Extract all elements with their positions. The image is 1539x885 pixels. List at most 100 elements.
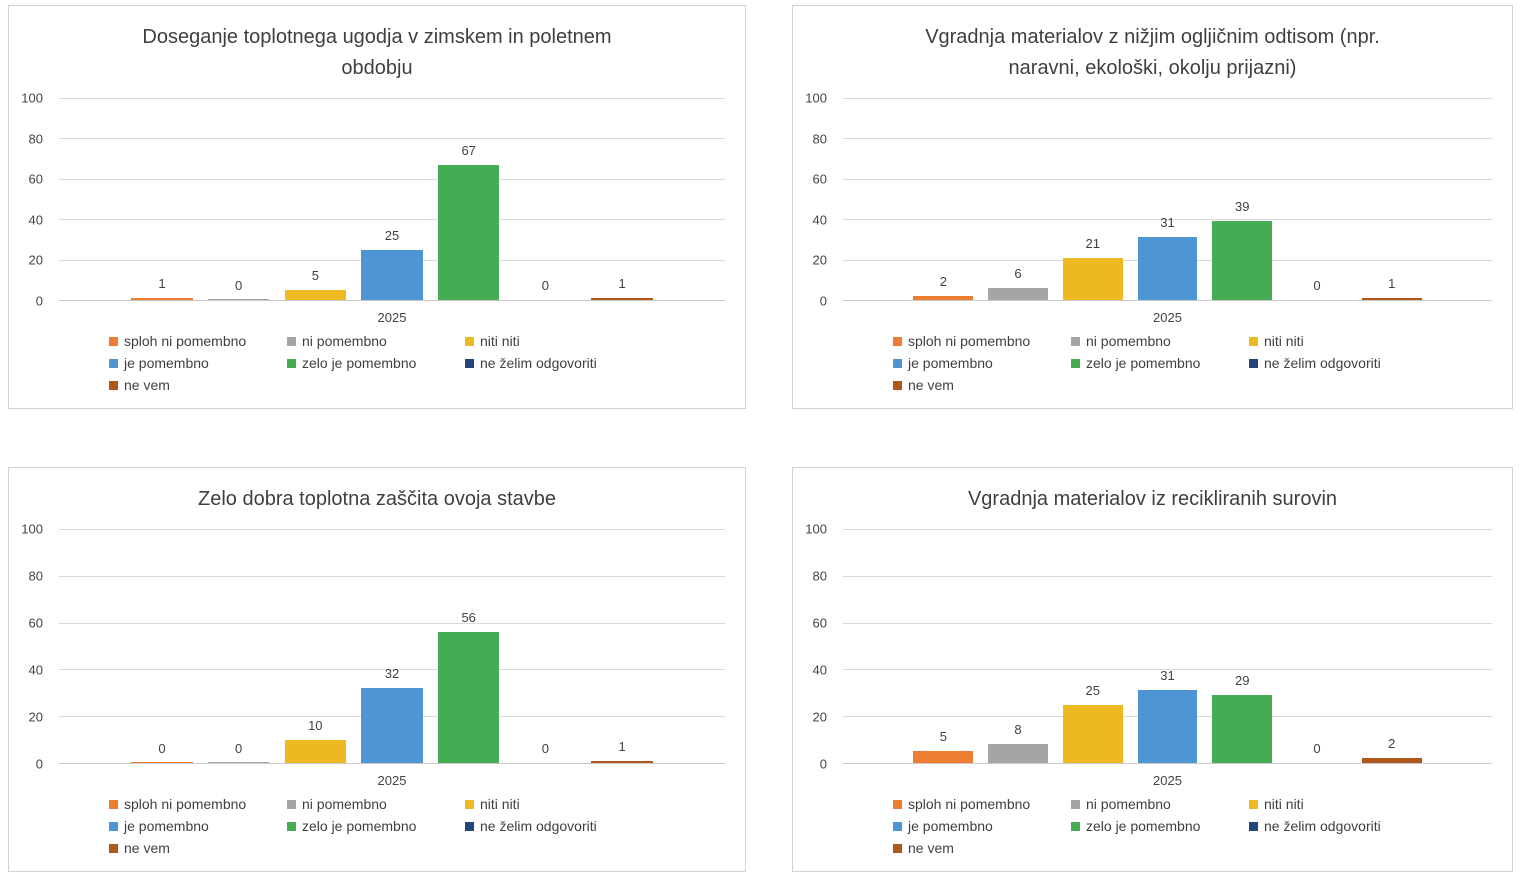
bar-slot: 29 — [1205, 529, 1280, 763]
chart-title-line: Zelo dobra toplotna zaščita ovoja stavbe — [198, 488, 556, 510]
plot-area: 0 20 40 60 80 100 2 6 21 31 39 0 1 — [803, 91, 1492, 309]
legend-swatch-je-pomembno — [109, 359, 118, 368]
chart-title: Zelo dobra toplotna zaščita ovoja stavbe — [9, 484, 745, 515]
legend-label: ni pomembno — [1086, 796, 1171, 812]
gridline — [843, 622, 1492, 624]
bar-group: 5 8 25 31 29 0 2 — [906, 529, 1429, 763]
x-axis-label: 2025 — [377, 772, 407, 788]
chart-title-line: Doseganje toplotnega ugodja v zimskem in… — [142, 26, 612, 48]
legend-swatch-ne-želim-odgovoriti — [465, 359, 474, 368]
legend-label: ne želim odgovoriti — [480, 818, 597, 834]
plot-area: 0 20 40 60 80 100 1 0 5 25 67 0 1 — [19, 91, 725, 309]
bar-slot: 0 — [124, 529, 201, 763]
bar-slot: 56 — [430, 529, 507, 763]
legend-item: ni pomembno — [1071, 796, 1249, 813]
bar-value-label: 0 — [158, 741, 166, 756]
legend-label: ne želim odgovoriti — [480, 355, 597, 371]
legend-swatch-ni-pomembno — [287, 337, 296, 346]
legend-item: je pomembno — [109, 355, 287, 372]
y-tick-label: 20 — [28, 252, 43, 268]
legend-item: niti niti — [465, 796, 735, 813]
bar-value-label: 1 — [158, 275, 166, 291]
bar-value-label: 21 — [1085, 235, 1100, 251]
y-tick-label: 80 — [812, 568, 827, 584]
bar-sploh-ni-pomembno — [913, 751, 974, 763]
y-tick-label: 0 — [819, 293, 827, 309]
y-tick-label: 100 — [805, 521, 827, 537]
bar-je-pomembno — [361, 249, 423, 300]
bar-ni-pomembno — [988, 287, 1048, 300]
bar-slot: 32 — [354, 529, 431, 763]
legend-label: je pomembno — [124, 355, 209, 371]
y-tick-label: 80 — [812, 131, 827, 147]
bar-niti-niti — [1062, 257, 1123, 300]
legend-label: ne vem — [908, 840, 954, 856]
legend-item: sploh ni pomembno — [893, 796, 1071, 813]
gridline — [59, 669, 725, 671]
bar-zelo-je-pomembno — [438, 164, 500, 300]
bar-niti-niti — [284, 739, 346, 763]
bar-slot: 5 — [906, 529, 981, 763]
legend-label: niti niti — [1264, 796, 1304, 812]
bar-group: 2 6 21 31 39 0 1 — [906, 98, 1429, 300]
bar-ne-vem — [1361, 758, 1422, 763]
chart-panel-3: Zelo dobra toplotna zaščita ovoja stavbe… — [8, 467, 746, 872]
legend-label: zelo je pomembno — [1086, 818, 1201, 834]
legend-swatch-niti-niti — [465, 800, 474, 809]
legend-swatch-sploh-ni-pomembno — [109, 337, 118, 346]
legend-label: niti niti — [480, 333, 520, 349]
plot: 0 0 10 32 56 0 1 — [59, 529, 725, 764]
gridline — [59, 219, 725, 221]
legend-label: ne vem — [124, 377, 170, 393]
bar-value-label: 1 — [618, 275, 626, 291]
bar-value-label: 0 — [235, 278, 243, 293]
chart-title-line: naravni, ekološki, okolju prijazni) — [1008, 57, 1297, 79]
legend-item: ne želim odgovoriti — [465, 355, 735, 372]
x-axis-label: 2025 — [377, 309, 407, 325]
bar-value-label: 67 — [461, 142, 476, 158]
legend-swatch-zelo-je-pomembno — [287, 359, 296, 368]
legend-item: je pomembno — [893, 818, 1071, 835]
plot: 1 0 5 25 67 0 1 — [59, 98, 725, 301]
bar-je-pomembno — [361, 688, 423, 763]
gridline — [843, 669, 1492, 671]
legend-item: je pomembno — [109, 818, 287, 835]
legend-item: ni pomembno — [1071, 333, 1249, 350]
bar-slot: 1 — [1354, 98, 1429, 300]
bar-slot: 0 — [1280, 529, 1355, 763]
bar-ne-vem — [591, 297, 653, 300]
x-axis: 2025 — [843, 764, 1492, 796]
bar-slot: 39 — [1205, 98, 1280, 300]
y-tick-label: 60 — [28, 171, 43, 187]
gridline — [843, 219, 1492, 221]
bar-value-label: 0 — [1313, 278, 1321, 293]
gridline — [843, 98, 1492, 99]
chart-title: Vgradnja materialov iz recikliranih suro… — [793, 484, 1512, 515]
legend-swatch-niti-niti — [1249, 800, 1258, 809]
legend-swatch-ni-pomembno — [1071, 337, 1080, 346]
plot-area: 0 20 40 60 80 100 5 8 25 31 29 0 2 — [803, 522, 1492, 772]
legend-item: sploh ni pomembno — [109, 333, 287, 350]
bar-slot: 0 — [507, 529, 584, 763]
bar-ne-vem — [1361, 297, 1422, 300]
bar-value-label: 0 — [235, 741, 243, 756]
legend-label: ni pomembno — [302, 796, 387, 812]
legend-item: zelo je pomembno — [1071, 355, 1249, 372]
legend-item: ni pomembno — [287, 796, 465, 813]
legend-swatch-ni-pomembno — [287, 800, 296, 809]
bar-slot: 2 — [1354, 529, 1429, 763]
gridline — [59, 622, 725, 624]
x-axis: 2025 — [59, 764, 725, 796]
legend-item: zelo je pomembno — [1071, 818, 1249, 835]
legend-item: je pomembno — [893, 355, 1071, 372]
gridline — [843, 575, 1492, 577]
chart-panel-1: Doseganje toplotnega ugodja v zimskem in… — [8, 5, 746, 409]
legend-swatch-niti-niti — [465, 337, 474, 346]
legend-label: sploh ni pomembno — [124, 796, 247, 812]
gridline — [59, 138, 725, 140]
y-tick-label: 40 — [28, 212, 43, 228]
legend-swatch-sploh-ni-pomembno — [893, 800, 902, 809]
bar-slot: 1 — [124, 98, 201, 300]
bar-slot: 0 — [200, 98, 277, 300]
bar-value-label: 31 — [1160, 215, 1175, 231]
